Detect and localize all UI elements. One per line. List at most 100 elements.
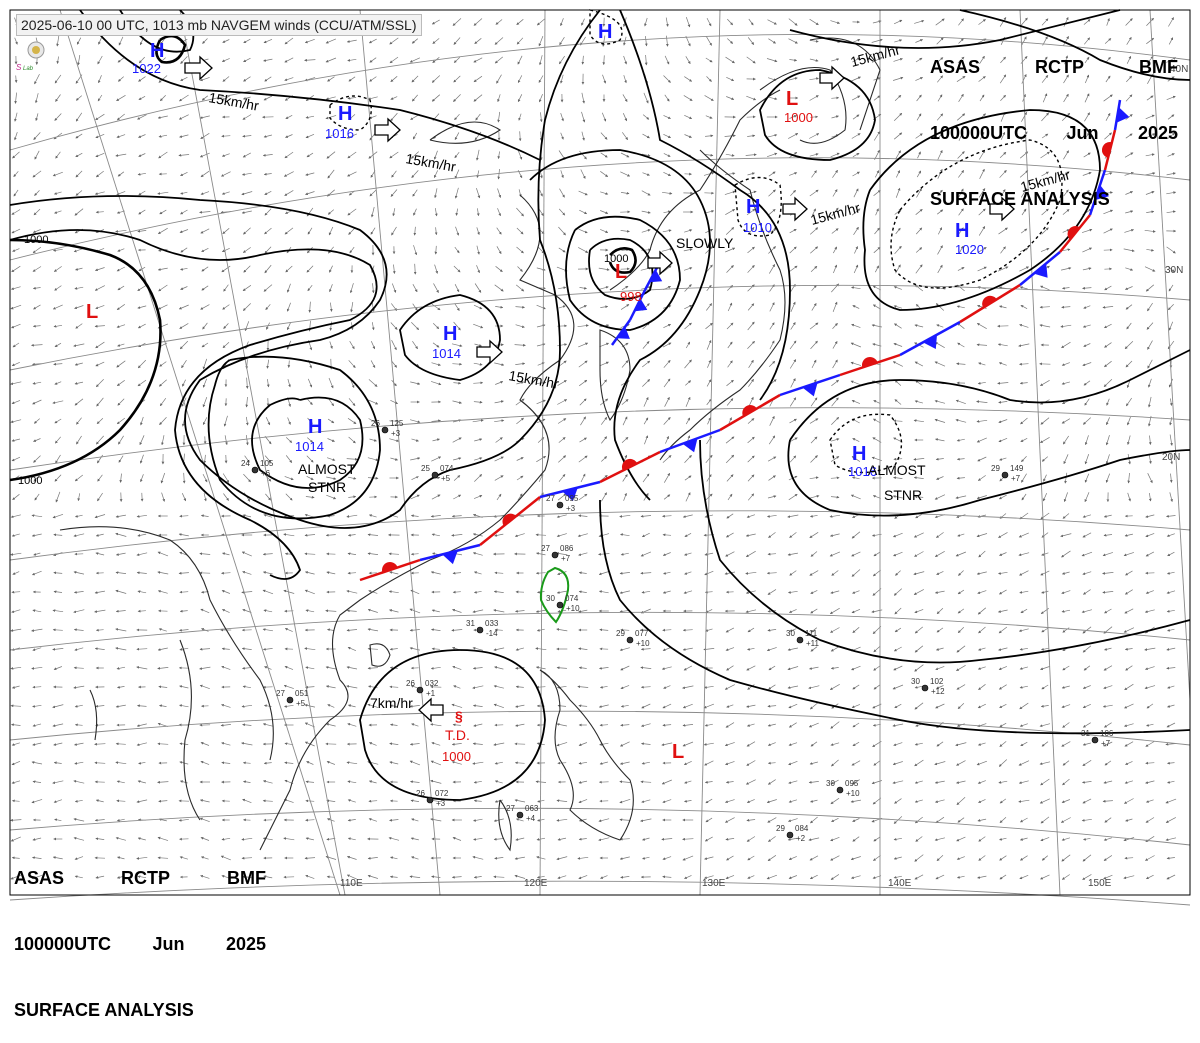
wind-arrow: [746, 155, 757, 156]
wind-arrow: [999, 401, 1008, 402]
wind-arrow: [12, 801, 19, 802]
wind-arrow: [410, 761, 420, 765]
high-center-tibet: H: [308, 416, 322, 438]
wind-arrow: [285, 628, 292, 631]
wind-arrow: [11, 515, 21, 517]
wind-arrow: [225, 416, 228, 426]
wind-arrow: [348, 497, 355, 498]
wind-arrow: [642, 762, 650, 764]
almost-stnr-tibet-1: ALMOST: [298, 461, 356, 477]
wind-arrow: [75, 648, 83, 650]
wind-arrow: [1020, 724, 1028, 727]
wind-arrow: [727, 514, 733, 518]
wind-arrow: [265, 77, 272, 81]
wind-arrow: [95, 268, 104, 271]
wind-arrow: [769, 532, 776, 537]
wind-arrow: [725, 742, 734, 745]
wind-arrow: [812, 303, 816, 310]
wind-arrow: [473, 383, 482, 384]
wind-arrow: [516, 285, 524, 291]
wind-arrow: [116, 553, 125, 555]
wind-arrow: [937, 628, 943, 632]
wind-arrow: [96, 436, 103, 444]
wind-arrow: [158, 552, 168, 556]
wind-arrow: [561, 170, 563, 177]
wind-arrow: [12, 686, 19, 688]
wind-arrow: [96, 379, 103, 387]
wind-arrow: [452, 877, 461, 878]
wind-arrow: [1083, 363, 1091, 366]
wind-arrow: [1145, 686, 1155, 689]
wind-arrow: [957, 797, 965, 804]
wind-arrow: [579, 380, 587, 386]
wind-arrow: [139, 77, 146, 82]
wind-arrow: [979, 837, 986, 842]
wind-arrow: [75, 705, 83, 707]
station-pressure-tendency: +10: [846, 789, 860, 798]
wind-arrow: [916, 58, 922, 62]
wind-arrow: [1166, 799, 1176, 803]
wind-arrow: [874, 247, 880, 253]
wind-arrow: [1167, 648, 1175, 650]
wind-arrow: [454, 57, 460, 62]
wind-arrow: [243, 228, 250, 234]
wind-arrow: [201, 171, 209, 177]
wind-arrow: [517, 38, 523, 44]
high-center-north-china: H: [443, 323, 457, 345]
wind-arrow: [557, 344, 566, 346]
wind-arrow: [914, 572, 924, 575]
wind-arrow: [200, 649, 210, 650]
wind-arrow: [684, 666, 692, 670]
wind-arrow: [326, 667, 336, 669]
wind-arrow: [494, 839, 504, 840]
wind-arrow: [201, 761, 209, 764]
wind-arrow: [685, 476, 691, 480]
wind-arrow: [454, 475, 460, 480]
pressure-value-tibet: 1014: [295, 439, 324, 454]
station-temperature: 31: [1081, 729, 1090, 738]
wind-arrow: [685, 781, 692, 783]
wind-arrow: [707, 340, 711, 349]
wind-arrow: [1062, 307, 1071, 308]
station-pressure-tendency: -14: [486, 629, 498, 638]
station-marker: [517, 812, 523, 818]
station-pressure-tendency: +3: [436, 799, 446, 808]
station-pressure-tendency: +11: [806, 639, 820, 648]
wind-arrow: [158, 268, 167, 270]
wind-arrow: [284, 799, 293, 802]
wind-arrow: [348, 97, 356, 98]
wind-arrow: [999, 572, 1008, 573]
wind-arrow: [116, 515, 126, 517]
lat-label-20n: 20N: [1162, 452, 1180, 463]
wind-arrow: [767, 515, 776, 516]
wind-arrow: [683, 724, 693, 725]
wind-arrow: [1062, 686, 1070, 688]
station-pressure-tendency: +7: [1101, 739, 1111, 748]
wind-arrow: [473, 744, 483, 745]
wind-arrow: [536, 535, 546, 536]
wind-arrow: [1168, 552, 1175, 556]
wind-arrow: [935, 762, 946, 765]
wind-arrow: [1042, 856, 1048, 861]
wind-arrow: [75, 306, 84, 309]
wind-arrow: [33, 267, 41, 272]
wind-arrow: [810, 40, 819, 41]
wind-arrow: [242, 211, 252, 213]
wind-arrow: [455, 284, 459, 292]
wind-arrow: [139, 96, 145, 99]
wind-arrow: [453, 401, 462, 403]
wind-arrow: [790, 532, 797, 537]
wind-arrow: [347, 630, 357, 631]
wind-arrow: [515, 345, 526, 346]
wind-arrow: [557, 742, 567, 745]
wind-arrow: [936, 704, 945, 708]
wind-arrow: [1021, 742, 1028, 746]
wind-arrow: [684, 761, 691, 764]
wind-arrow: [747, 761, 756, 766]
wind-arrow: [158, 572, 168, 574]
wind-arrow: [519, 114, 521, 121]
wind-arrow: [184, 473, 185, 483]
wind-arrow: [726, 648, 734, 651]
wind-arrow: [790, 247, 797, 253]
wind-arrow: [179, 573, 189, 574]
